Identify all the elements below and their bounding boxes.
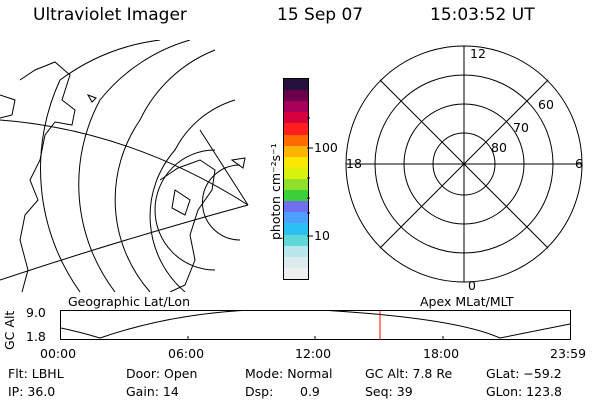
polar-plot — [345, 45, 583, 283]
mlt-label-12: 12 — [470, 46, 486, 61]
status-glon: GLon: 123.8 — [486, 384, 562, 399]
color-scale-segment — [284, 179, 308, 191]
mlat-label-80: 80 — [491, 140, 507, 155]
orbit-y-axis-label: GC Alt — [2, 310, 17, 350]
geographic-label: Geographic Lat/Lon — [68, 294, 190, 309]
status-flt: Flt: LBHL — [8, 366, 64, 381]
color-scale-segment — [284, 101, 308, 113]
status-dsp-label: Dsp: — [245, 384, 274, 399]
color-scale-segment — [284, 90, 308, 102]
status-gain: Gain: 14 — [126, 384, 179, 399]
status-mode: Mode: Normal — [245, 366, 333, 381]
color-scale-segment — [284, 156, 308, 168]
color-scale-segment — [284, 190, 308, 202]
orbit-x-tick-0: 00:00 — [40, 346, 77, 361]
status-glat: GLat: −59.2 — [486, 366, 562, 381]
instrument-title: Ultraviolet Imager — [33, 5, 187, 25]
color-scale-segment — [284, 256, 308, 268]
polar-label: Apex MLat/MLT — [420, 294, 514, 309]
orbit-altitude-plot — [60, 310, 571, 340]
color-scale-segment — [284, 79, 308, 91]
color-scale-segment — [284, 123, 308, 135]
mlt-label-0: 0 — [468, 278, 476, 293]
orbit-x-tick-3: 18:00 — [423, 346, 460, 361]
orbit-x-tick-2: 12:00 — [295, 346, 332, 361]
orbit-x-tick-4: 23:59 — [550, 346, 587, 361]
color-scale-segment — [284, 267, 308, 279]
orbit-y-tick-9: 9.0 — [26, 305, 46, 320]
status-gc-alt: GC Alt: 7.8 Re — [365, 366, 453, 381]
color-scale-segment — [284, 234, 308, 246]
date-label: 15 Sep 07 — [277, 5, 364, 25]
status-ip: IP: 36.0 — [8, 384, 56, 399]
color-scale-segment — [284, 201, 308, 213]
time-label: 15:03:52 UT — [430, 5, 535, 25]
color-scale-segment — [284, 245, 308, 257]
color-scale-segment — [284, 212, 308, 224]
scale-tick-10: 10 — [314, 228, 330, 243]
status-seq: Seq: 39 — [365, 384, 413, 399]
color-scale-segment — [284, 134, 308, 146]
color-scale-segment — [284, 167, 308, 180]
orbit-y-tick-1.8: 1.8 — [26, 329, 46, 344]
color-scale-segment — [284, 223, 308, 235]
geographic-map — [0, 40, 249, 292]
color-scale-segment — [284, 112, 308, 124]
color-scale-segment — [284, 145, 308, 157]
orbit-x-tick-1: 06:00 — [168, 346, 205, 361]
color-scale-ticks — [307, 117, 313, 237]
color-scale-unit: photon cm⁻²s⁻¹ — [268, 143, 283, 240]
status-door: Door: Open — [126, 366, 198, 381]
mlat-label-70: 70 — [513, 120, 529, 135]
mlt-label-6: 6 — [575, 156, 583, 171]
mlt-label-18: 18 — [346, 156, 362, 171]
color-scale-bar — [283, 78, 309, 280]
scale-tick-100: 100 — [314, 140, 338, 155]
status-dsp-value: 0.9 — [300, 384, 320, 399]
mlat-label-60: 60 — [538, 97, 554, 112]
